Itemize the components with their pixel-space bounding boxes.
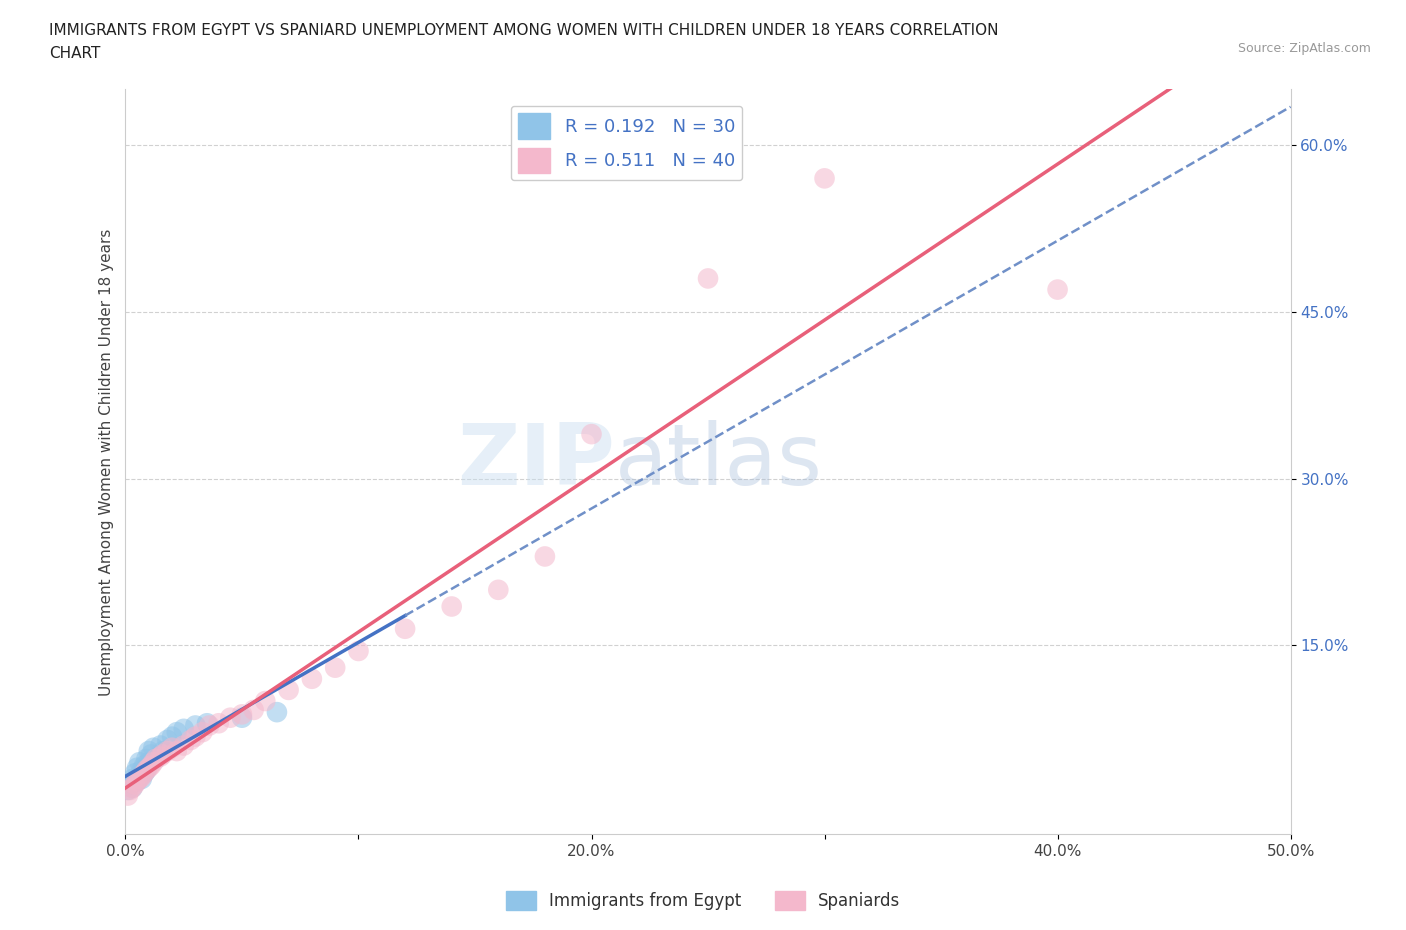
Point [813, 171, 835, 186]
Text: IMMIGRANTS FROM EGYPT VS SPANIARD UNEMPLOYMENT AMONG WOMEN WITH CHILDREN UNDER 1: IMMIGRANTS FROM EGYPT VS SPANIARD UNEMPL… [49, 23, 998, 38]
Point [139, 747, 162, 762]
Point [128, 769, 150, 784]
Point [697, 271, 720, 286]
Point [127, 774, 149, 789]
Point [160, 740, 183, 755]
Point [486, 582, 509, 597]
Text: ZIP: ZIP [457, 420, 614, 503]
Point [160, 729, 183, 744]
Point [152, 747, 174, 762]
Point [138, 755, 160, 770]
Point [135, 763, 157, 777]
Point [231, 707, 253, 722]
Point [219, 711, 242, 725]
Y-axis label: Unemployment Among Women with Children Under 18 years: Unemployment Among Women with Children U… [100, 228, 114, 696]
Point [135, 751, 157, 766]
Point [120, 782, 142, 797]
Point [117, 788, 139, 803]
Text: atlas: atlas [614, 420, 823, 503]
Point [121, 771, 143, 786]
Point [1046, 282, 1069, 297]
Point [128, 771, 150, 786]
Point [156, 744, 179, 759]
Point [581, 427, 603, 442]
Point [132, 766, 155, 781]
Point [121, 780, 143, 795]
Point [149, 750, 172, 764]
Point [191, 724, 214, 739]
Point [347, 644, 370, 658]
Point [166, 724, 188, 739]
Point [152, 744, 174, 759]
Point [208, 716, 231, 731]
Point [127, 774, 149, 789]
Point [132, 758, 155, 773]
Point [242, 702, 264, 717]
Point [124, 777, 146, 791]
Legend: Immigrants from Egypt, Spaniards: Immigrants from Egypt, Spaniards [499, 884, 907, 917]
Point [142, 740, 165, 755]
Legend: R = 0.192   N = 30, R = 0.511   N = 40: R = 0.192 N = 30, R = 0.511 N = 40 [510, 106, 742, 180]
Point [254, 694, 277, 709]
Point [117, 782, 139, 797]
Point [142, 755, 165, 770]
Point [138, 744, 160, 759]
Point [231, 711, 253, 725]
Point [128, 755, 150, 770]
Point [323, 660, 346, 675]
Text: CHART: CHART [49, 46, 101, 61]
Point [139, 758, 162, 773]
Text: Source: ZipAtlas.com: Source: ZipAtlas.com [1237, 42, 1371, 55]
Point [198, 718, 221, 733]
Point [124, 766, 146, 781]
Point [195, 716, 218, 731]
Point [534, 549, 557, 564]
Point [149, 738, 172, 753]
Point [266, 705, 288, 720]
Point [180, 733, 202, 748]
Point [184, 718, 207, 733]
Point [173, 738, 195, 753]
Point [131, 769, 153, 784]
Point [173, 722, 195, 737]
Point [135, 763, 157, 777]
Point [127, 761, 149, 776]
Point [132, 766, 155, 781]
Point [301, 671, 323, 686]
Point [277, 683, 299, 698]
Point [121, 780, 143, 795]
Point [156, 733, 179, 748]
Point [145, 751, 167, 766]
Point [166, 744, 188, 759]
Point [120, 777, 142, 791]
Point [145, 751, 167, 766]
Point [131, 771, 153, 786]
Point [138, 761, 160, 776]
Point [440, 599, 463, 614]
Point [394, 621, 416, 636]
Point [184, 729, 207, 744]
Point [131, 763, 153, 777]
